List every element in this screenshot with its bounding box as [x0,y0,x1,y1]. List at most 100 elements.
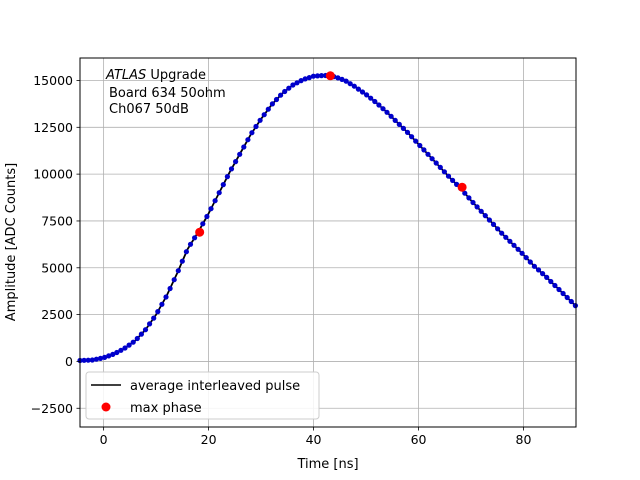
data-point [380,106,386,112]
x-tick-label: 60 [411,432,427,447]
data-point [233,159,239,165]
data-point [159,301,165,307]
y-tick-label: 2500 [41,307,73,322]
data-point [171,277,177,283]
data-point [298,78,304,84]
data-point [208,206,214,212]
data-point [450,177,456,183]
data-point [388,113,394,119]
data-point [355,86,361,92]
annotation-line1: ATLAS Upgrade [105,68,206,83]
data-point [437,164,443,170]
data-point [568,298,574,305]
data-point [499,230,505,236]
data-point [523,255,529,261]
data-point [572,303,579,309]
annotation-line2: Board 634 50ohm [109,86,226,101]
max-phase-points [195,71,467,237]
data-point [335,75,341,81]
grid [80,58,576,427]
annotation-atlas: ATLAS [105,68,146,83]
data-point [507,238,513,244]
data-point [495,226,501,232]
data-point [187,241,194,247]
max-phase-point [457,182,467,192]
data-point [306,75,312,81]
data-point [237,151,243,157]
data-point [548,278,554,285]
y-tick-label: 5000 [41,260,73,275]
data-point [102,354,108,360]
data-point [97,355,104,361]
data-point [445,173,452,179]
data-point [404,129,411,135]
data-point [253,123,259,130]
data-point [519,250,525,256]
data-point [470,199,476,206]
data-point [278,92,284,98]
y-tick-label: 7500 [41,213,73,228]
max-phase-point [195,227,205,237]
plot-frame [79,57,577,428]
y-tick-label: 12500 [33,120,73,135]
data-point [179,258,185,264]
data-point [564,294,570,301]
data-point [130,339,136,345]
data-point [261,112,267,118]
data-point [433,160,439,166]
data-point [400,125,406,131]
data-point [556,286,562,293]
data-point [347,81,353,87]
legend-entry-pulse: average interleaved pulse [130,379,300,394]
data-point [515,246,521,252]
data-point [81,357,87,363]
x-tick-label: 40 [306,432,322,447]
data-point [110,351,116,357]
data-point [482,213,488,219]
data-point [192,235,198,241]
y-tick-label: 10000 [33,167,73,182]
data-point [282,88,288,95]
data-point [89,357,95,363]
data-point [118,347,124,353]
data-point [200,221,206,227]
annotation-line3: Ch067 50dB [109,102,189,117]
data-point [286,85,292,91]
data-point [245,137,251,143]
data-point [294,80,300,86]
data-point [413,138,419,144]
data-point [359,89,366,95]
data-point [290,82,296,88]
data-point [466,195,472,201]
data-point [257,117,263,123]
data-point [175,268,181,274]
data-point [511,242,517,248]
data-point [183,249,189,255]
data-point [372,98,378,105]
data-point [429,156,435,162]
data-point [155,309,161,315]
data-point [552,282,558,289]
data-point [364,92,370,98]
data-point [421,147,427,153]
data-point [392,117,398,123]
data-point [318,73,325,79]
data-point [409,134,415,140]
data-point [147,321,153,327]
x-axis-label: Time [ns] [296,457,358,472]
data-point [339,76,345,82]
data-point [126,342,132,348]
data-point [441,169,447,175]
data-point [527,259,533,265]
y-tick-label: 15000 [33,73,73,88]
y-tick-label: 0 [65,354,73,369]
data-point [269,101,275,107]
data-point [474,204,480,210]
data-point [425,151,431,157]
data-point [224,174,230,180]
max-phase-point [325,71,335,81]
data-point [106,353,112,359]
data-point [85,357,91,363]
data-point [163,294,169,300]
data-point [490,221,497,227]
